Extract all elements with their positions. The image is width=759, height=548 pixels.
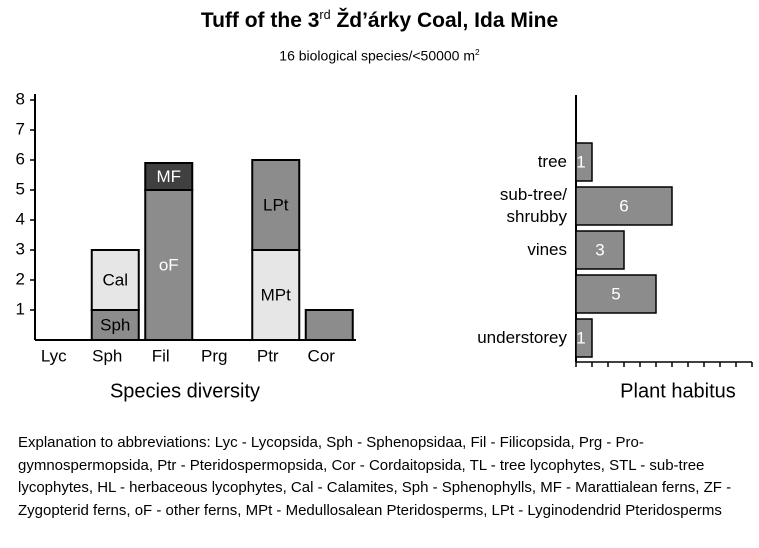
y-tick-label: 6 xyxy=(16,149,25,168)
title-text: Žd’árky Coal, Ida Mine xyxy=(330,9,559,32)
x-tick-label: Prg xyxy=(201,346,227,365)
y-tick-label: vines xyxy=(527,240,567,259)
bar xyxy=(575,142,593,182)
explanation: Explanation to abbreviations: Lyc - Lyco… xyxy=(18,434,732,519)
subtitle: 16 biological species/<50000 m2 xyxy=(0,47,759,64)
y-tick-label: 1 xyxy=(16,299,25,318)
title-text: Tuff of the 3 xyxy=(200,9,320,32)
bar-value: 1 xyxy=(576,328,585,347)
subtitle-sup: 2 xyxy=(475,47,480,57)
bar xyxy=(575,318,593,358)
x-tick-label: Cor xyxy=(308,346,336,365)
segment-label: Cal xyxy=(102,270,128,289)
bar-value: 5 xyxy=(611,284,620,303)
bar-value: 3 xyxy=(595,240,604,259)
x-axis-label: Species diversity xyxy=(110,380,260,402)
segment-label: LPt xyxy=(263,195,289,214)
title: Tuff of the 3rd Žd’árky Coal, Ida Mine xyxy=(0,8,759,33)
y-tick-label: 8 xyxy=(16,89,25,108)
bar-segment xyxy=(304,309,354,341)
bar-segment xyxy=(90,249,140,311)
x-tick-label: Sph xyxy=(92,346,122,365)
bar xyxy=(575,186,673,226)
segment-label: oF xyxy=(159,255,179,274)
bar-segment xyxy=(251,159,301,251)
y-tick-label: sub-tree/ shrubby xyxy=(499,185,567,226)
y-tick-label: tree xyxy=(537,152,567,171)
segment-label: MPt xyxy=(261,285,292,304)
segment-label: MF xyxy=(156,167,181,186)
x-axis-label: Plant habitus xyxy=(620,380,736,402)
bar xyxy=(575,230,625,270)
x-tick-label: Ptr xyxy=(257,346,279,365)
bar-value: 1 xyxy=(576,152,585,171)
bar xyxy=(575,274,657,314)
y-tick-label: 2 xyxy=(16,269,25,288)
bar-value: 6 xyxy=(619,196,628,215)
y-tick-label: 3 xyxy=(16,239,25,258)
y-tick-label: 7 xyxy=(16,119,25,138)
y-tick-label: 5 xyxy=(16,179,25,198)
bar-segment xyxy=(144,162,194,191)
x-tick-label: Lyc xyxy=(41,346,67,365)
subtitle-text: 16 biological species/<50000 m xyxy=(279,47,476,64)
title-sup: rd xyxy=(319,8,331,22)
bar-segment xyxy=(90,309,140,341)
y-tick-label: 4 xyxy=(16,209,25,228)
bar-segment xyxy=(251,249,301,341)
segment-label: Sph xyxy=(100,315,130,334)
x-tick-label: Fil xyxy=(152,346,170,365)
y-tick-label: understorey xyxy=(477,328,567,347)
